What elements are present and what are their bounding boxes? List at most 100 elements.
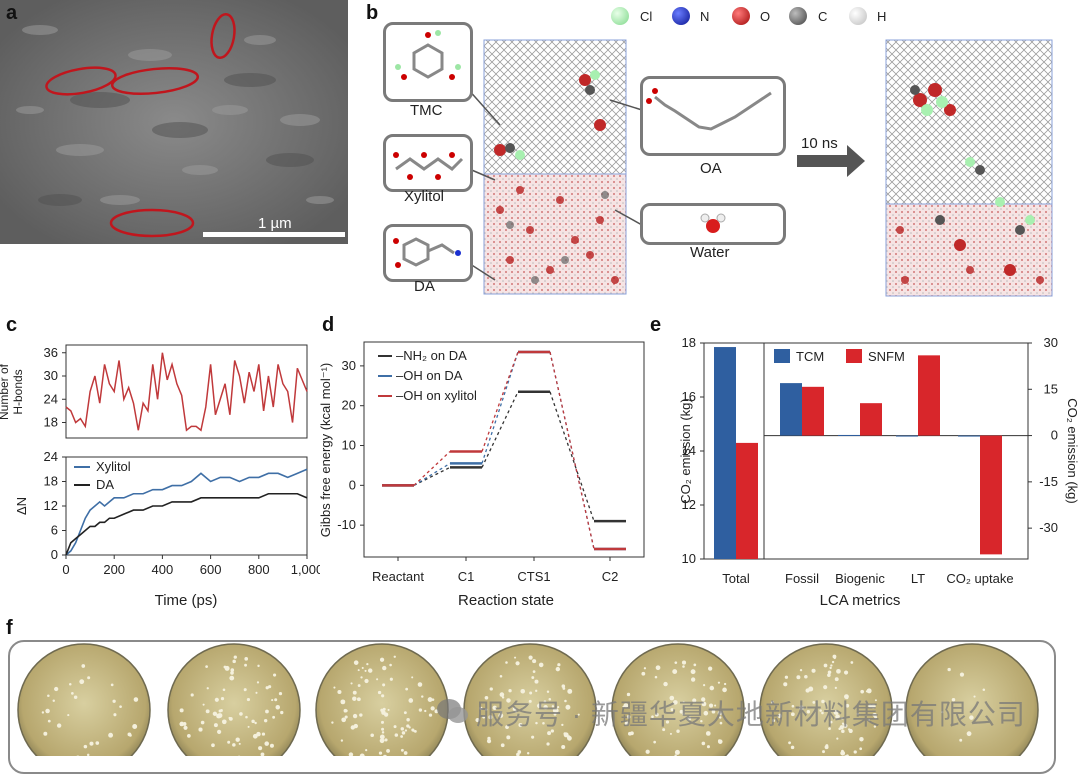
- scale-bar-label: 1 µm: [258, 215, 292, 232]
- c-top-ylabel: Number ofH-bonds: [0, 363, 25, 420]
- colony: [255, 692, 257, 694]
- colony: [691, 669, 696, 674]
- colony: [268, 685, 271, 688]
- e-xtick-label: Biogenic: [835, 571, 885, 586]
- c-bottom-xtick-label: 400: [152, 562, 174, 577]
- colony: [341, 739, 343, 741]
- colony: [245, 716, 248, 719]
- colony: [48, 720, 51, 723]
- colony: [223, 688, 226, 691]
- d-xlabel: Reaction state: [458, 592, 554, 609]
- colony: [382, 731, 384, 733]
- colony: [424, 710, 426, 712]
- colony: [211, 743, 215, 747]
- colony: [791, 746, 795, 750]
- colony: [804, 675, 808, 679]
- colony: [835, 687, 837, 689]
- colony: [89, 742, 93, 746]
- c-bottom-ytick-label: 0: [51, 547, 58, 562]
- colony: [390, 678, 393, 681]
- colony: [506, 735, 510, 739]
- colony: [829, 667, 831, 669]
- colony: [254, 722, 256, 724]
- watermark-text: 服务号 · 新疆华夏大地新材料集团有限公司: [476, 693, 1026, 733]
- colony: [534, 680, 538, 684]
- water-label: Water: [690, 244, 729, 261]
- colony: [959, 739, 962, 742]
- colony: [825, 744, 828, 747]
- colony: [274, 698, 277, 701]
- colony: [111, 684, 114, 687]
- e-bar-0-0: [714, 347, 736, 559]
- colony: [567, 736, 572, 741]
- colony: [800, 669, 802, 671]
- colony: [505, 661, 508, 664]
- legend-label-h: H: [877, 9, 886, 24]
- scale-bar: [203, 232, 345, 237]
- colony: [808, 686, 813, 691]
- d-connector-0-2: [550, 392, 594, 521]
- c-bottom-ytick-label: 18: [44, 474, 58, 489]
- colony: [708, 666, 712, 670]
- c-bottom-xtick-label: 800: [248, 562, 270, 577]
- colony: [272, 716, 275, 719]
- colony: [351, 725, 355, 729]
- colony: [382, 683, 385, 686]
- colony: [331, 721, 333, 723]
- e-legend-swatch-1: [846, 349, 862, 363]
- c-bottom-ytick-label: 12: [44, 498, 58, 513]
- colony: [653, 741, 656, 744]
- colony: [693, 663, 696, 666]
- e-ytick-right-label: 30: [1044, 335, 1058, 350]
- c-top-ytick-label: 30: [44, 368, 58, 383]
- colony: [257, 681, 259, 683]
- colony: [113, 713, 116, 716]
- colony: [353, 691, 357, 695]
- d-connector-2-2: [550, 352, 594, 549]
- colony: [644, 667, 646, 669]
- colony: [379, 751, 382, 754]
- colony: [718, 682, 720, 684]
- colony: [556, 667, 560, 671]
- colony: [557, 663, 560, 666]
- colony: [539, 663, 544, 668]
- colony: [722, 688, 727, 693]
- colony: [277, 706, 279, 708]
- d-xtick-label: Reactant: [372, 569, 424, 584]
- colony: [641, 672, 645, 676]
- colony: [500, 675, 503, 678]
- colony: [783, 682, 787, 686]
- colony: [352, 697, 356, 701]
- colony: [508, 689, 511, 692]
- colony: [546, 742, 549, 745]
- colony: [656, 665, 661, 670]
- colony: [394, 725, 397, 728]
- c-bottom-legend-label-1: DA: [96, 477, 114, 492]
- time-arrow: 10 ns: [797, 135, 865, 177]
- colony: [381, 721, 384, 724]
- colony: [413, 730, 415, 732]
- colony: [359, 713, 362, 716]
- colony: [45, 709, 50, 714]
- petri-dish-0: [18, 644, 150, 756]
- water-box: [640, 203, 786, 245]
- colony: [366, 663, 368, 665]
- colony: [368, 668, 372, 672]
- colony: [409, 726, 411, 728]
- colony: [710, 686, 715, 691]
- colony: [228, 717, 230, 719]
- e-bar-1-0: [736, 443, 758, 559]
- e-legend-swatch-0: [774, 349, 790, 363]
- colony: [655, 676, 658, 679]
- colony: [859, 737, 863, 741]
- colony: [264, 719, 267, 722]
- colony: [400, 735, 403, 738]
- panel-label-b: b: [366, 2, 378, 25]
- c-bottom-legend-label-0: Xylitol: [96, 459, 131, 474]
- colony: [834, 657, 836, 659]
- colony: [378, 691, 381, 694]
- colony: [411, 676, 413, 678]
- colony: [370, 733, 374, 737]
- sem-image: 1 µm: [0, 0, 348, 244]
- colony: [675, 750, 680, 755]
